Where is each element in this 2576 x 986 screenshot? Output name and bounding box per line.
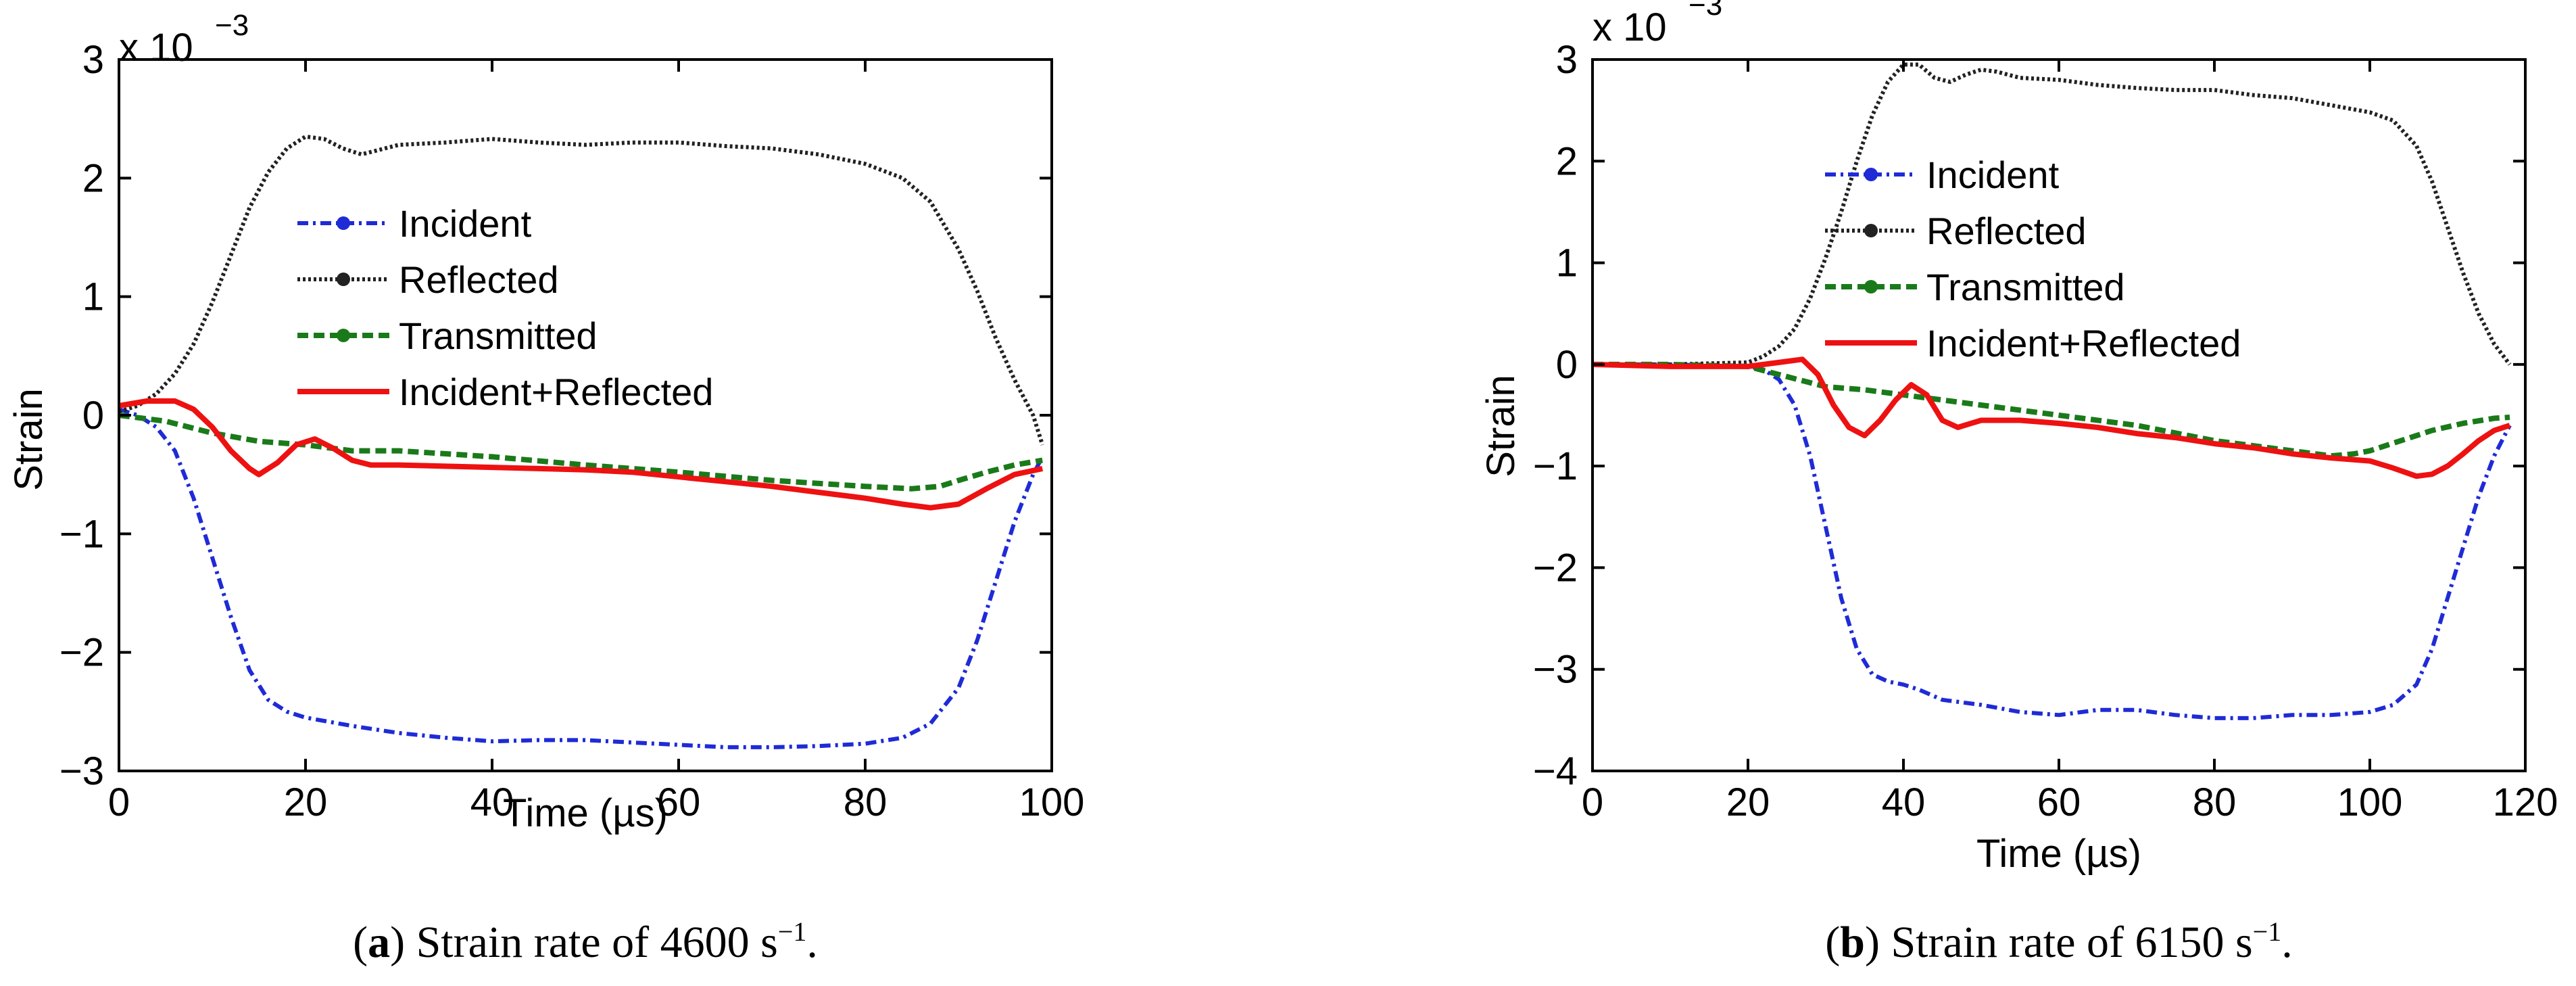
panel-a-x-tick-label: 80 [844, 780, 888, 824]
panel-b-x-tick-label: 120 [2493, 780, 2558, 824]
panel-a-series-incident-reflected [118, 398, 1044, 511]
panel-a-series-reflected [118, 135, 1045, 446]
panel-b-y-tick-label: −1 [1533, 444, 1578, 488]
panel-b-caption-superscript: −1 [2253, 916, 2282, 947]
panel-a-legend-label-incident-reflected: Incident+Reflected [399, 371, 713, 413]
panel-b-series-reflected [1593, 62, 2512, 367]
panel-a-scale-exponent: −3 [215, 9, 249, 42]
panel-b-caption: (b) Strain rate of 6150 s−1. [1825, 916, 2292, 967]
panel-a-legend-label-transmitted: Transmitted [399, 314, 598, 357]
panel-b-x-axis-label: Time (µs) [1976, 832, 2141, 876]
panel-a-y-axis-label: Strain [7, 388, 51, 491]
panel-b-y-tick-label: 1 [1556, 241, 1578, 285]
panel-a-x-tick-label: 60 [657, 780, 701, 824]
panel-a-scale-base: x 10 [119, 26, 193, 70]
panel-a-y-tick-label: 1 [82, 275, 104, 319]
panel-a-series-incident [118, 407, 1044, 749]
panel-b-legend: Incident Reflected Transmitted Incident+Ref… [1825, 154, 2241, 365]
panel-a-caption: (a) Strain rate of 4600 s−1. [353, 916, 818, 967]
panel-b: 0 20 40 60 80 100 120 −4 −3 −2 −1 0 1 2 3 Incident Refl… [1479, 0, 2558, 967]
panel-a-legend-marker-transmitted [337, 329, 350, 342]
panel-b-series-transmitted [1593, 361, 2510, 459]
panel-a-x-axis-label: Time (µs) [503, 791, 668, 835]
panel-a-caption-superscript: −1 [778, 916, 807, 947]
panel-b-x-tick-label: 20 [1726, 780, 1770, 824]
panel-b-y-tick-label: 3 [1556, 38, 1578, 82]
panel-b-legend-marker-transmitted [1864, 280, 1878, 294]
panel-a-legend-label-reflected: Reflected [399, 258, 559, 301]
panel-b-caption-text: Strain rate of 6150 s [1880, 918, 2253, 967]
panel-b-legend-label-transmitted: Transmitted [1926, 266, 2125, 308]
panel-b-x-tick-label: 60 [2037, 780, 2081, 824]
panel-a: 0 20 40 60 80 100 −3 −2 −1 0 1 2 3 Incident Reflected… [7, 9, 1084, 967]
panel-b-lines [1592, 62, 2512, 720]
panel-b-x-tick-label: 80 [2193, 780, 2237, 824]
panel-b-series-incident [1593, 362, 2512, 720]
panel-b-y-tick-label: 2 [1556, 139, 1578, 183]
panel-b-legend-marker-reflected [1864, 224, 1878, 237]
panel-a-y-tick-label: 2 [82, 156, 104, 200]
panel-b-y-tick-label: −3 [1533, 648, 1578, 692]
panel-a-x-tick-label: 20 [284, 780, 328, 824]
panel-b-y-tick-label: −2 [1533, 546, 1578, 590]
panel-a-y-tick-label: 0 [82, 394, 104, 438]
panel-b-legend-label-reflected: Reflected [1926, 210, 2087, 252]
panel-a-y-tick-label: −3 [59, 749, 104, 793]
panel-a-y-tick-label: −2 [59, 631, 104, 675]
panel-a-caption-end: . [806, 918, 818, 967]
panel-b-legend-marker-incident [1864, 168, 1878, 181]
panel-b-scale-base: x 10 [1593, 5, 1667, 49]
panel-a-legend-marker-reflected [337, 273, 350, 286]
panel-a-y-tick-label: 3 [82, 38, 104, 82]
panel-a-x-tick-label: 0 [108, 780, 130, 824]
panel-a-y-tick-label: −1 [59, 512, 104, 556]
panel-a-x-tick-label: 100 [1019, 780, 1085, 824]
panel-b-x-tick-label: 100 [2337, 780, 2403, 824]
panel-b-caption-end: . [2281, 918, 2293, 967]
panel-b-legend-label-incident-reflected: Incident+Reflected [1926, 322, 2241, 365]
panel-b-y-tick-label: 0 [1556, 343, 1578, 387]
panel-a-axes: 0 20 40 60 80 100 −3 −2 −1 0 1 2 3 [59, 38, 1085, 824]
panel-b-caption-letter: b [1840, 918, 1865, 967]
panel-a-legend-marker-incident [337, 216, 350, 230]
panel-b-y-tick-label: −4 [1533, 749, 1578, 793]
panel-a-legend: Incident Reflected Transmitted Incident+Ref… [297, 202, 713, 413]
panel-a-x-tick-label: 40 [470, 780, 514, 824]
panel-b-axes: 0 20 40 60 80 100 120 −4 −3 −2 −1 0 1 2 3 [1533, 38, 2558, 824]
panel-b-scale-exponent: −3 [1688, 0, 1722, 22]
panel-b-legend-label-incident: Incident [1926, 154, 2060, 196]
panel-b-series-incident-reflected [1592, 356, 2511, 479]
panel-b-x-tick-label: 0 [1582, 780, 1603, 824]
panel-b-x-tick-label: 40 [1882, 780, 1926, 824]
panel-a-caption-letter: a [368, 918, 390, 967]
panel-a-series-transmitted [118, 413, 1043, 492]
panel-a-caption-text: Strain rate of 4600 s [405, 918, 778, 967]
panel-a-lines [118, 135, 1045, 749]
panel-a-legend-label-incident: Incident [399, 202, 532, 245]
panel-b-y-axis-label: Strain [1479, 375, 1523, 477]
